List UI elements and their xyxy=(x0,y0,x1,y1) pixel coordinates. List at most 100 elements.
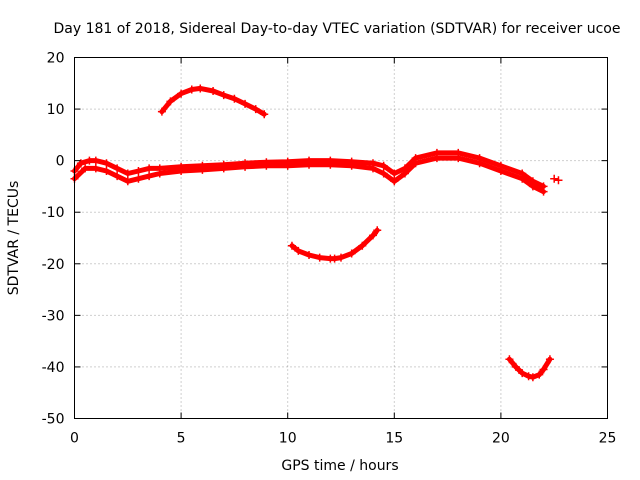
data-point xyxy=(102,159,111,168)
y-tick-label: 0 xyxy=(56,154,65,170)
data-point xyxy=(187,85,196,94)
data-point xyxy=(347,161,356,170)
data-point xyxy=(81,164,90,173)
data-point xyxy=(262,161,271,170)
data-point xyxy=(454,154,463,163)
y-axis-title: SDTVAR / TECUs xyxy=(6,181,22,296)
data-point xyxy=(379,161,388,170)
data-point xyxy=(347,249,356,258)
data-point xyxy=(123,169,132,178)
data-point xyxy=(134,166,143,175)
data-point xyxy=(157,107,166,116)
data-point xyxy=(230,94,239,103)
series-main-band-lower xyxy=(70,154,548,196)
y-tick-label: -20 xyxy=(42,257,65,273)
data-point xyxy=(145,164,154,173)
data-point xyxy=(305,251,314,260)
data-point xyxy=(524,372,533,381)
data-point xyxy=(305,160,314,169)
data-point xyxy=(294,246,303,255)
y-tick-label: -30 xyxy=(42,308,65,324)
data-point xyxy=(287,241,296,250)
data-point xyxy=(177,89,186,98)
data-point xyxy=(390,169,399,178)
series-tail-points xyxy=(550,174,563,185)
data-point xyxy=(102,166,111,175)
ticks xyxy=(74,57,608,419)
data-point xyxy=(368,231,377,240)
data-point xyxy=(196,84,205,93)
data-point xyxy=(166,97,175,106)
data-point xyxy=(283,161,292,170)
data-point xyxy=(337,253,345,262)
series-arc-bottom xyxy=(505,355,554,382)
data-point xyxy=(539,365,548,374)
data-point xyxy=(260,110,269,119)
data-point xyxy=(379,169,388,178)
data-point xyxy=(505,355,514,364)
data-point xyxy=(219,91,228,100)
data-point xyxy=(400,169,409,178)
data-point xyxy=(145,172,154,181)
chart-title: Day 181 of 2018, Sidereal Day-to-day VTE… xyxy=(54,21,621,37)
data-point xyxy=(134,174,143,183)
data-point xyxy=(511,362,520,371)
data-point xyxy=(475,159,484,168)
data-point xyxy=(528,182,537,191)
data-point xyxy=(219,164,228,173)
data-point xyxy=(198,165,207,174)
plot-frame xyxy=(74,57,608,419)
y-tick-label: -50 xyxy=(42,412,65,428)
data-point xyxy=(432,154,441,163)
x-tick-label: 25 xyxy=(599,431,617,447)
data-point xyxy=(539,187,548,196)
y-tick-label: 10 xyxy=(47,102,65,118)
data-point xyxy=(113,164,122,173)
data-point xyxy=(545,355,554,364)
data-point xyxy=(177,166,186,175)
data-point xyxy=(91,156,100,165)
x-axis-title: GPS time / hours xyxy=(281,458,398,474)
series-arc-mid xyxy=(287,226,382,263)
series-group xyxy=(70,84,563,382)
x-tick-label: 20 xyxy=(492,431,510,447)
data-point xyxy=(326,160,335,169)
data-point xyxy=(496,166,505,175)
data-point xyxy=(251,105,260,114)
data-point xyxy=(411,159,420,168)
series-main-band-upper xyxy=(70,148,548,191)
data-point xyxy=(123,177,132,186)
data-point xyxy=(241,162,250,171)
y-tick-label: -40 xyxy=(42,360,65,376)
series-line xyxy=(72,155,546,195)
series-line xyxy=(289,227,380,262)
data-point xyxy=(518,174,527,183)
x-tick-label: 10 xyxy=(279,431,297,447)
data-point xyxy=(155,169,164,178)
data-point xyxy=(113,172,122,181)
data-point xyxy=(528,373,537,382)
data-point xyxy=(209,87,218,96)
data-point xyxy=(373,226,382,235)
data-point xyxy=(390,177,399,186)
data-point xyxy=(550,174,559,183)
data-point xyxy=(368,164,377,173)
y-tick-label: 20 xyxy=(47,51,65,67)
data-point xyxy=(518,369,527,378)
data-point xyxy=(91,164,100,173)
tick-labels: 0 5 10 15 20 25 -50 -40 -30 -20 -10 0 10 20 xyxy=(42,51,617,447)
data-point xyxy=(315,253,324,262)
data-point xyxy=(241,99,250,108)
x-tick-label: 5 xyxy=(177,431,186,447)
data-point xyxy=(358,241,367,250)
data-point xyxy=(76,159,85,168)
data-point xyxy=(535,370,544,379)
data-point xyxy=(554,176,563,185)
data-point xyxy=(330,254,339,263)
x-tick-label: 15 xyxy=(385,431,403,447)
y-tick-label: -10 xyxy=(42,205,65,221)
grid xyxy=(74,57,608,419)
series-arc-top xyxy=(157,84,269,119)
x-tick-label: 0 xyxy=(70,431,79,447)
